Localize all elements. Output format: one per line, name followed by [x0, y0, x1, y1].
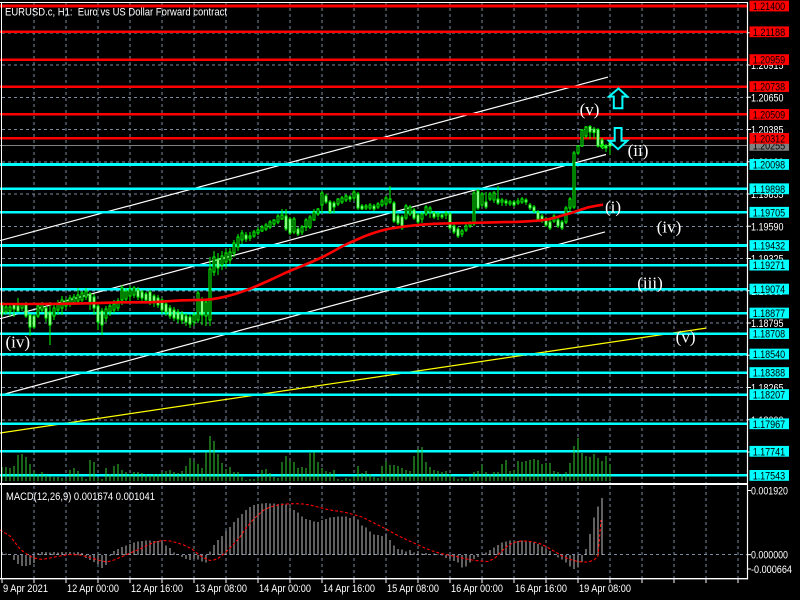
svg-text:19 Apr 08:00: 19 Apr 08:00 [579, 583, 631, 595]
svg-text:1.19898: 1.19898 [753, 184, 786, 196]
svg-text:1.19705: 1.19705 [753, 207, 786, 219]
svg-text:1.19074: 1.19074 [753, 284, 786, 296]
svg-text:9 Apr 2021: 9 Apr 2021 [3, 583, 48, 595]
svg-text:MACD(12,26,9) 0.001674 0.00104: MACD(12,26,9) 0.001674 0.001041 [6, 491, 155, 503]
svg-text:1.21188: 1.21188 [753, 27, 786, 39]
svg-text:15 Apr 08:00: 15 Apr 08:00 [387, 583, 439, 595]
svg-text:1.19432: 1.19432 [753, 241, 786, 253]
svg-text:1.19590: 1.19590 [751, 221, 784, 233]
svg-text:EURUSD.c, H1: Euro vs US Doll: EURUSD.c, H1: Euro vs US Dollar Forward … [5, 7, 227, 19]
svg-text:1.17741: 1.17741 [753, 446, 786, 458]
svg-text:13 Apr 08:00: 13 Apr 08:00 [195, 583, 247, 595]
svg-text:1.20312: 1.20312 [753, 133, 786, 145]
svg-text:16 Apr 16:00: 16 Apr 16:00 [515, 583, 567, 595]
svg-text:1.17967: 1.17967 [753, 419, 786, 431]
svg-text:1.18708: 1.18708 [753, 329, 786, 341]
svg-text:1.18877: 1.18877 [753, 308, 786, 320]
svg-text:1.20098: 1.20098 [753, 159, 786, 171]
svg-text:1.18388: 1.18388 [753, 368, 786, 380]
svg-text:14 Apr 00:00: 14 Apr 00:00 [259, 583, 311, 595]
svg-text:1.18795: 1.18795 [751, 318, 784, 330]
svg-text:1.19271: 1.19271 [753, 260, 786, 272]
svg-text:1.21400: 1.21400 [753, 1, 786, 13]
svg-text:(i): (i) [605, 198, 621, 217]
svg-text:1.20738: 1.20738 [753, 82, 786, 94]
svg-text:12 Apr 16:00: 12 Apr 16:00 [131, 583, 183, 595]
svg-text:-0.000664: -0.000664 [751, 564, 792, 576]
svg-text:0.001920: 0.001920 [751, 486, 788, 498]
svg-text:1.20509: 1.20509 [753, 109, 786, 121]
svg-text:12 Apr 00:00: 12 Apr 00:00 [67, 583, 119, 595]
svg-text:0.000000: 0.000000 [751, 550, 788, 562]
svg-text:(v): (v) [676, 328, 696, 347]
svg-text:14 Apr 16:00: 14 Apr 16:00 [323, 583, 375, 595]
svg-text:(iv): (iv) [657, 218, 682, 237]
svg-text:1.20650: 1.20650 [751, 92, 784, 104]
svg-text:(v): (v) [580, 100, 600, 119]
svg-text:(ii): (ii) [628, 141, 649, 160]
svg-text:1.20959: 1.20959 [753, 55, 786, 67]
svg-text:1.17543: 1.17543 [753, 470, 786, 482]
svg-text:1.18540: 1.18540 [753, 349, 786, 361]
svg-text:16 Apr 00:00: 16 Apr 00:00 [451, 583, 503, 595]
svg-text:(iii): (iii) [637, 274, 663, 293]
svg-text:1.18207: 1.18207 [753, 390, 786, 402]
svg-text:(iv): (iv) [6, 333, 31, 352]
